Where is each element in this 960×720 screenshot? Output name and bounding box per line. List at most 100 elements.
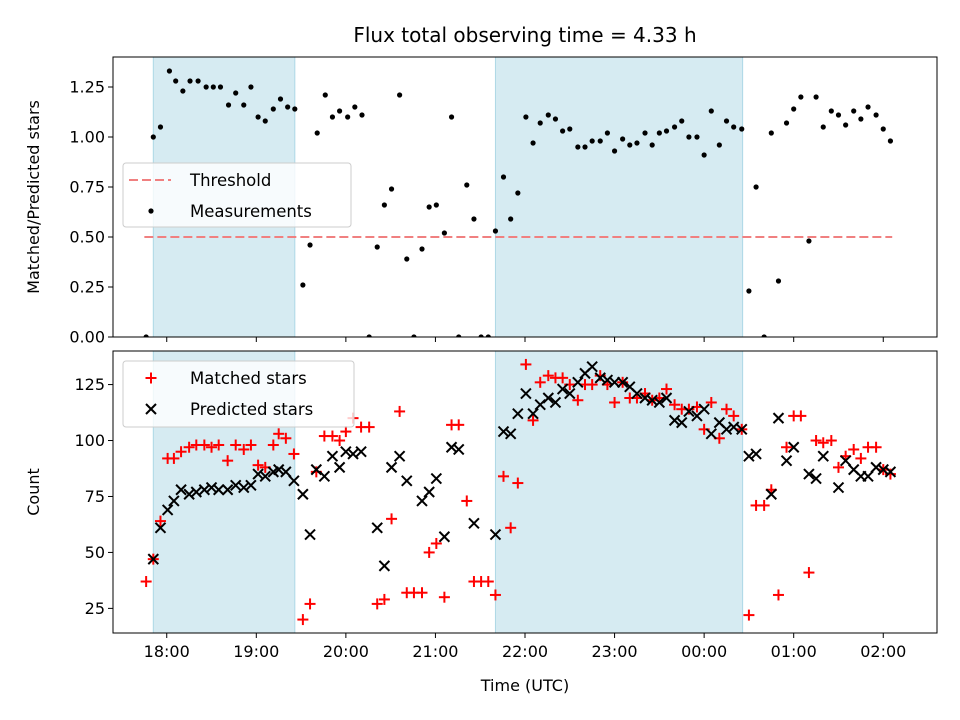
measurement-point — [716, 142, 722, 148]
measurement-point — [217, 84, 224, 90]
matched-star-marker — [669, 399, 681, 411]
predicted-star-marker-b — [497, 425, 510, 438]
matched-star-marker — [175, 446, 187, 458]
measurement-point — [746, 288, 752, 294]
predicted-star-marker — [817, 450, 829, 462]
bottom-x-tick-label: 02:00 — [860, 642, 906, 661]
measurement-point — [537, 120, 543, 126]
predicted-star-marker-b — [772, 412, 785, 424]
matched-star-marker — [273, 428, 285, 440]
measurement-point — [337, 108, 343, 114]
measurement-point — [731, 124, 737, 130]
predicted-star-marker — [668, 414, 681, 427]
bottom-plot-area — [140, 358, 897, 626]
predicted-star-marker-b — [594, 372, 606, 384]
measurement-point — [262, 118, 268, 124]
predicted-star-marker — [168, 495, 180, 507]
measurement-point — [775, 278, 782, 284]
predicted-star-marker — [660, 392, 673, 404]
predicted-star-marker — [438, 531, 451, 543]
predicted-star-marker — [430, 472, 443, 485]
predicted-star-marker — [750, 448, 762, 460]
predicted-star-marker-b — [810, 472, 822, 485]
predicted-star-marker-b — [624, 381, 636, 393]
predicted-star-marker-b — [438, 531, 451, 543]
measurement-point — [345, 114, 351, 120]
bottom-y-axis-label: Count — [24, 468, 43, 516]
matched-star-marker — [326, 430, 338, 442]
measurement-point — [649, 142, 655, 148]
predicted-star-marker — [190, 486, 203, 498]
matched-star-marker — [772, 589, 784, 601]
measurement-point — [500, 174, 507, 180]
predicted-star-marker-b — [340, 446, 352, 458]
predicted-star-marker-b — [147, 553, 160, 565]
predicted-star-marker-b — [564, 387, 576, 400]
predicted-star-marker — [616, 376, 629, 389]
measurement-point — [448, 114, 455, 120]
predicted-star-marker — [803, 468, 815, 480]
measurement-point — [708, 108, 714, 114]
predicted-star-marker — [238, 481, 250, 494]
measurement-point — [419, 246, 425, 252]
matched-star-marker — [512, 477, 524, 489]
measurement-point — [701, 152, 707, 158]
predicted-star-marker-b — [862, 470, 874, 483]
predicted-star-marker-b — [304, 528, 316, 541]
predicted-star-marker — [318, 470, 331, 483]
matched-star-marker — [810, 435, 822, 447]
measurement-point — [835, 112, 842, 118]
predicted-star-marker-b — [297, 488, 309, 500]
matched-star-marker — [288, 448, 300, 460]
predicted-star-marker-b — [549, 396, 562, 409]
top-y-tick-label: 1.25 — [69, 78, 105, 97]
matched-star-marker — [168, 452, 180, 464]
matched-star-marker — [304, 598, 316, 610]
measurement-point — [865, 104, 871, 110]
matched-star-marker — [206, 441, 218, 453]
matched-star-marker — [280, 432, 292, 444]
matched-star-marker — [297, 614, 309, 626]
predicted-star-marker — [743, 450, 755, 462]
measurement-point — [739, 126, 745, 132]
measurement-point — [627, 142, 633, 148]
predicted-star-marker-b — [616, 376, 629, 389]
predicted-star-marker-b — [713, 416, 726, 429]
predicted-star-marker-b — [175, 484, 187, 496]
predicted-star-marker — [154, 522, 167, 534]
matched-star-marker — [870, 441, 882, 453]
measurement-point — [642, 130, 648, 136]
predicted-star-marker — [549, 396, 562, 409]
predicted-star-marker — [683, 405, 695, 418]
predicted-star-marker-b — [512, 407, 524, 420]
x-axis-label: Time (UTC) — [480, 676, 569, 695]
predicted-star-marker-b — [572, 376, 584, 389]
measurement-point — [798, 94, 804, 100]
measurement-point — [300, 282, 306, 288]
bottom-x-tick-label: 00:00 — [681, 642, 727, 661]
measurement-point — [567, 126, 573, 132]
measurement-point — [492, 228, 499, 234]
measurement-point — [887, 138, 894, 144]
matched-star-marker — [245, 439, 257, 451]
matched-star-marker — [222, 455, 234, 467]
bottom-panel: 25 50 75 100 125 18:00 19:00 20:00 21:00 22:00 23:… — [74, 350, 938, 661]
predicted-star-marker — [340, 446, 352, 458]
bottom-x-tick-label: 01:00 — [771, 642, 817, 661]
measurement-point — [270, 106, 276, 112]
matched-star-marker — [386, 513, 398, 525]
predicted-star-marker — [259, 470, 271, 483]
measurement-point — [381, 202, 387, 208]
measurement-point — [523, 114, 529, 120]
measurement-point — [768, 130, 774, 136]
measurement-point — [166, 68, 173, 74]
measurement-point — [597, 138, 603, 144]
matched-star-marker — [505, 522, 517, 534]
predicted-star-marker-b — [168, 495, 180, 507]
matched-star-marker — [527, 414, 539, 426]
matched-star-marker — [683, 403, 695, 415]
bottom-shaded-span — [494, 350, 744, 634]
matched-star-marker — [758, 499, 770, 511]
predicted-star-marker-b — [870, 461, 882, 474]
predicted-star-marker-b — [489, 528, 502, 541]
